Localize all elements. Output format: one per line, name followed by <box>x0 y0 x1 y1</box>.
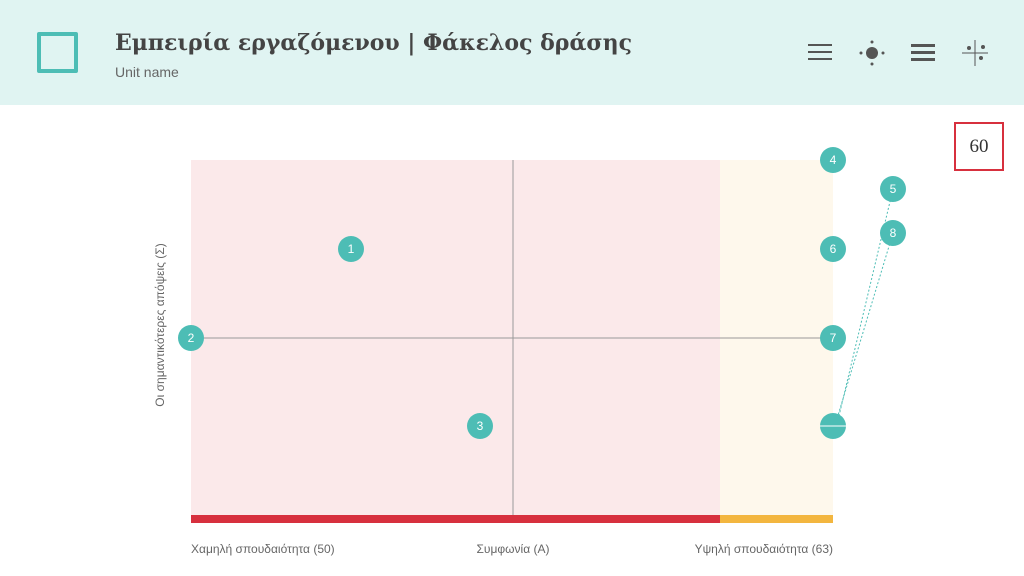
point-label: 5 <box>890 182 897 196</box>
subtitle: Unit name <box>115 64 179 80</box>
point-label: 1 <box>348 242 355 256</box>
point[interactable] <box>820 236 846 262</box>
x-label: Χαμηλή σπουδαιότητα (50) <box>191 542 335 556</box>
x-label: Υψηλή σπουδαιότητα (63) <box>695 542 833 556</box>
toolbar <box>808 40 988 66</box>
point[interactable] <box>880 220 906 246</box>
list-icon[interactable] <box>808 44 832 60</box>
point[interactable] <box>338 236 364 262</box>
filter-icon[interactable] <box>911 44 935 61</box>
point-label: 3 <box>477 419 484 433</box>
point-label: 6 <box>830 242 837 256</box>
point-label: 8 <box>890 226 897 240</box>
title: Εμπειρία εργαζόμενου | Φάκελος δράσης <box>115 30 632 56</box>
low-zone <box>191 160 720 520</box>
point[interactable] <box>467 413 493 439</box>
x-label: Συμφωνία (Α) <box>477 542 550 556</box>
high-zone <box>720 160 833 520</box>
point[interactable] <box>820 147 846 173</box>
brightness-icon[interactable] <box>859 40 885 66</box>
point-label: 7 <box>830 331 837 345</box>
logo <box>37 32 78 73</box>
score: 60 <box>954 122 1004 171</box>
high-bar <box>720 515 833 523</box>
connector <box>835 232 894 423</box>
scatter-icon[interactable] <box>962 40 988 66</box>
point-label: 2 <box>188 331 195 345</box>
low-bar <box>191 515 720 523</box>
point[interactable] <box>820 325 846 351</box>
point-label: 4 <box>830 153 837 167</box>
point[interactable] <box>178 325 204 351</box>
point[interactable] <box>880 176 906 202</box>
header: Εμπειρία εργαζόμενου | Φάκελος δράσης Un… <box>0 0 1024 105</box>
